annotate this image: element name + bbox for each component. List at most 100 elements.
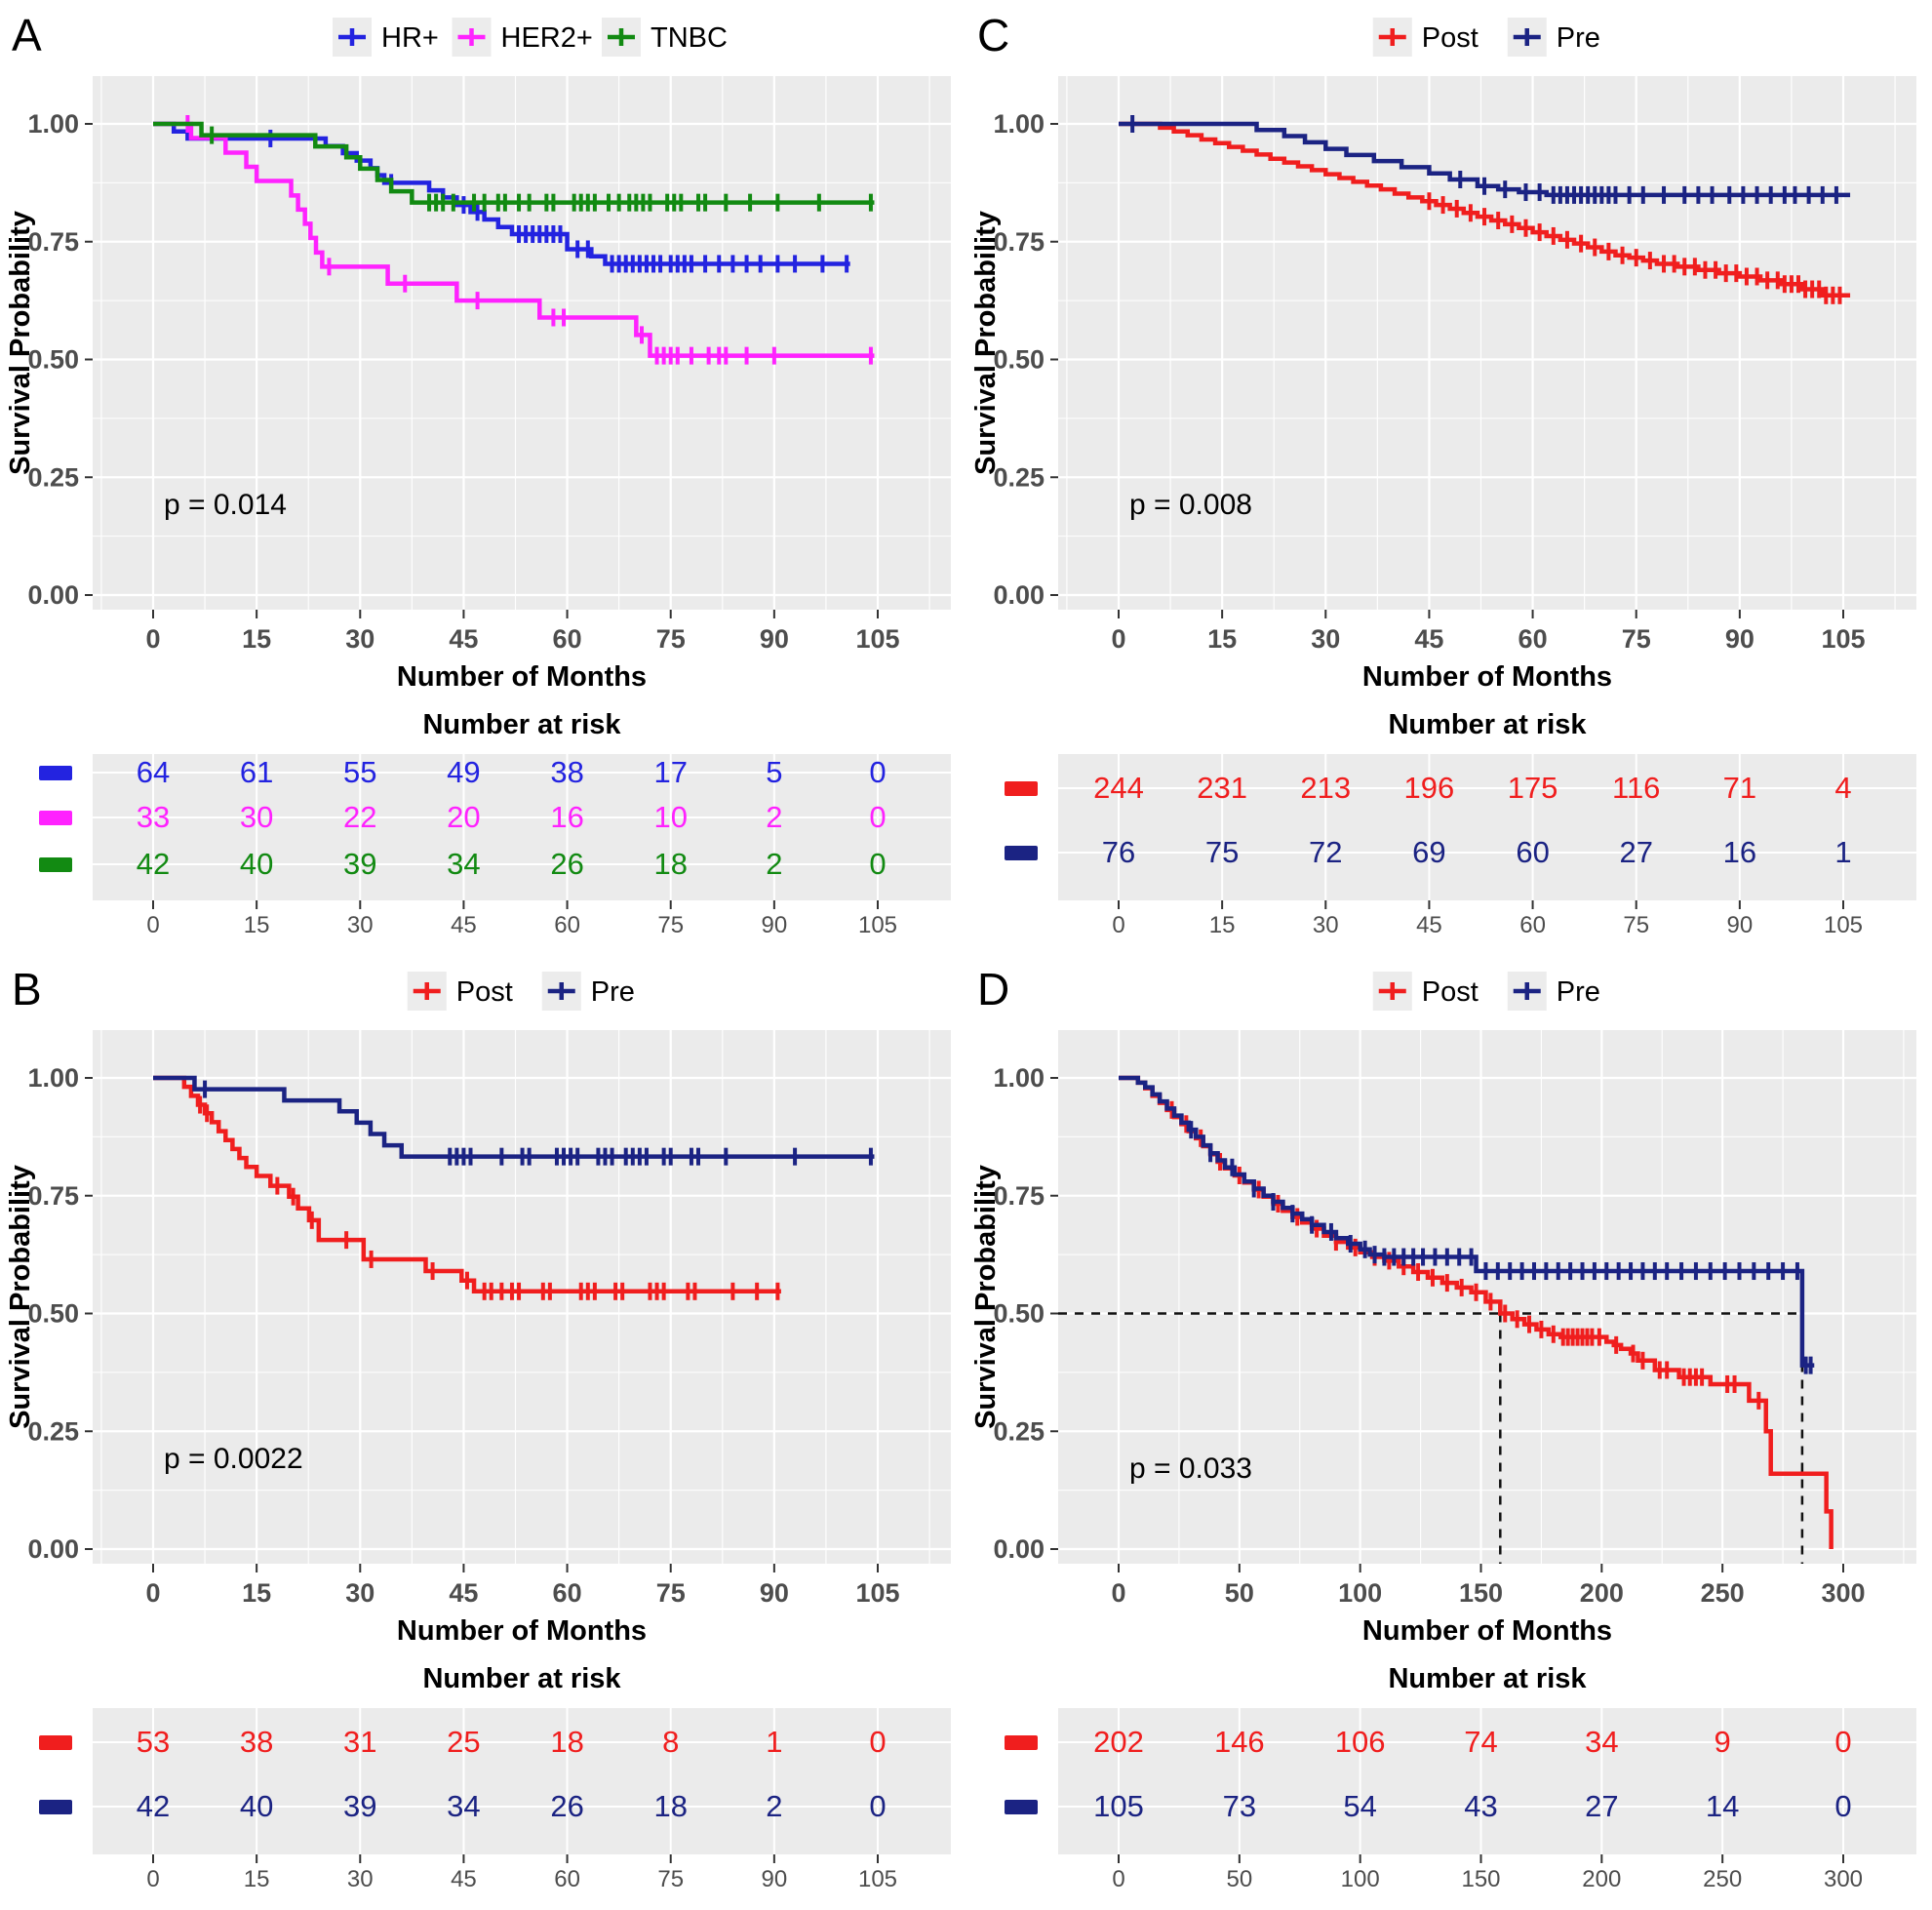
- y-tick-label: 0.50: [27, 1299, 79, 1329]
- km-curve-Post: [1119, 121, 1851, 298]
- km-curve-HER2+: [153, 121, 875, 358]
- risk-x-tick-label: 0: [146, 1866, 159, 1892]
- x-tick-label: 90: [1725, 624, 1755, 654]
- y-tick-label: 1.00: [993, 1063, 1045, 1093]
- y-tick-label: 0.50: [993, 345, 1045, 375]
- censor-ticks-HR+: [268, 129, 849, 273]
- censor-ticks-Pre: [203, 1080, 873, 1166]
- risk-count-Post-105: 4: [1834, 771, 1851, 805]
- risk-count-HR+-30: 55: [343, 755, 376, 789]
- x-tick-label: 105: [855, 1578, 899, 1608]
- plot-panel-bg: [1058, 76, 1916, 610]
- legend-label-HER2+: HER2+: [501, 22, 593, 54]
- x-tick-label: 60: [1518, 624, 1548, 654]
- risk-x-tick-label: 30: [347, 912, 374, 938]
- risk-count-Pre-15: 75: [1205, 835, 1239, 869]
- risk-count-TNBC-75: 18: [653, 847, 687, 881]
- risk-count-Post-0: 53: [137, 1725, 170, 1759]
- risk-count-HER2+-0: 33: [137, 800, 170, 834]
- legend-label-HR+: HR+: [381, 22, 439, 54]
- y-axis: 0.00 0.25 0.50 0.75 1.00 Survival Probability: [970, 1063, 1058, 1564]
- p-value-C: p = 0.008: [1129, 489, 1252, 521]
- risk-table-title: Number at risk: [1388, 1663, 1587, 1694]
- risk-count-Post-50: 146: [1214, 1725, 1265, 1759]
- plot-area-D: p = 0.033: [1058, 1030, 1916, 1564]
- p-value-A: p = 0.014: [164, 489, 287, 521]
- risk-count-Post-75: 8: [662, 1725, 679, 1759]
- x-tick-label: 45: [449, 1578, 478, 1608]
- risk-count-Pre-105: 0: [869, 1789, 886, 1823]
- y-tick-label: 1.00: [993, 109, 1045, 139]
- gridlines: [93, 1030, 951, 1564]
- x-axis-title: Number of Months: [397, 661, 647, 693]
- plot-area-C: p = 0.008: [1058, 76, 1916, 610]
- risk-count-HR+-0: 64: [137, 755, 170, 789]
- risk-count-TNBC-60: 26: [550, 847, 583, 881]
- risk-count-Post-150: 74: [1464, 1725, 1497, 1759]
- panel-letter-C: C: [977, 10, 1009, 60]
- risk-x-tick-label: 30: [347, 1866, 374, 1892]
- risk-count-HER2+-90: 2: [766, 800, 782, 834]
- panel-letter-B: B: [12, 964, 42, 1015]
- risk-count-Pre-60: 60: [1516, 835, 1549, 869]
- y-axis-title: Survival Probability: [970, 211, 1002, 475]
- risk-count-Post-200: 34: [1585, 1725, 1618, 1759]
- risk-count-TNBC-15: 40: [240, 847, 273, 881]
- x-tick-label: 0: [1111, 1578, 1125, 1608]
- risk-x-tick-label: 50: [1226, 1866, 1252, 1892]
- risk-count-Post-75: 116: [1612, 771, 1660, 805]
- risk-count-HR+-105: 0: [869, 755, 886, 789]
- risk-row-swatch-HR+: [39, 766, 72, 780]
- p-value-D: p = 0.033: [1129, 1452, 1252, 1485]
- risk-x-tick-label: 45: [1416, 912, 1442, 938]
- panel-letter-D: D: [977, 964, 1009, 1015]
- risk-table-bg: [93, 754, 951, 900]
- risk-row-swatch-Pre: [1005, 1800, 1038, 1814]
- x-tick-label: 105: [1821, 624, 1865, 654]
- risk-x-tick-label: 60: [1519, 912, 1546, 938]
- risk-table-B: Number at risk 53 38 31 25 18 8 1 0 42 40 39 34 26 18 2…: [39, 1663, 951, 1892]
- risk-x-tick-label: 60: [554, 1866, 580, 1892]
- risk-x-tick-label: 105: [1824, 912, 1863, 938]
- risk-count-Post-30: 213: [1300, 771, 1351, 805]
- risk-count-HER2+-75: 10: [653, 800, 687, 834]
- legend-label-Pre: Pre: [591, 976, 635, 1008]
- risk-count-Pre-45: 34: [447, 1789, 480, 1823]
- x-axis: 0 50 100 150 200 250 300 Number of Months: [1111, 1564, 1866, 1647]
- x-tick-label: 60: [553, 1578, 582, 1608]
- y-tick-label: 0.00: [993, 1534, 1045, 1564]
- legend-B: Post Pre: [407, 972, 635, 1011]
- plot-panel-bg: [93, 76, 951, 610]
- y-tick-label: 0.25: [993, 462, 1045, 492]
- risk-count-TNBC-30: 39: [343, 847, 376, 881]
- p-value-B: p = 0.0022: [164, 1443, 303, 1475]
- risk-count-Post-45: 196: [1404, 771, 1455, 805]
- risk-row-swatch-TNBC: [39, 857, 72, 872]
- risk-count-Pre-75: 27: [1619, 835, 1652, 869]
- legend-label-Post: Post: [1422, 22, 1479, 54]
- y-tick-label: 0.50: [27, 345, 79, 375]
- panel-letter-A: A: [12, 10, 42, 60]
- y-tick-label: 0.50: [993, 1299, 1045, 1329]
- risk-count-Post-90: 71: [1723, 771, 1756, 805]
- x-tick-label: 200: [1580, 1578, 1624, 1608]
- risk-count-HER2+-30: 22: [343, 800, 376, 834]
- legend-label-TNBC: TNBC: [651, 22, 728, 54]
- y-axis: 0.00 0.25 0.50 0.75 1.00 Survival Probability: [5, 1063, 93, 1564]
- risk-count-Pre-90: 2: [766, 1789, 782, 1823]
- x-tick-label: 75: [656, 624, 686, 654]
- risk-count-Post-30: 31: [343, 1725, 376, 1759]
- risk-count-HER2+-105: 0: [869, 800, 886, 834]
- risk-count-Pre-75: 18: [653, 1789, 687, 1823]
- plot-panel-bg: [93, 1030, 951, 1564]
- y-tick-label: 0.25: [27, 462, 79, 492]
- risk-row-swatch-Post: [1005, 781, 1038, 796]
- x-tick-label: 300: [1821, 1578, 1865, 1608]
- y-axis-title: Survival Probability: [5, 211, 36, 475]
- risk-x-tick-label: 0: [146, 912, 159, 938]
- km-curve-Pre: [1119, 121, 1851, 198]
- risk-count-HR+-45: 49: [447, 755, 480, 789]
- x-tick-label: 75: [656, 1578, 686, 1608]
